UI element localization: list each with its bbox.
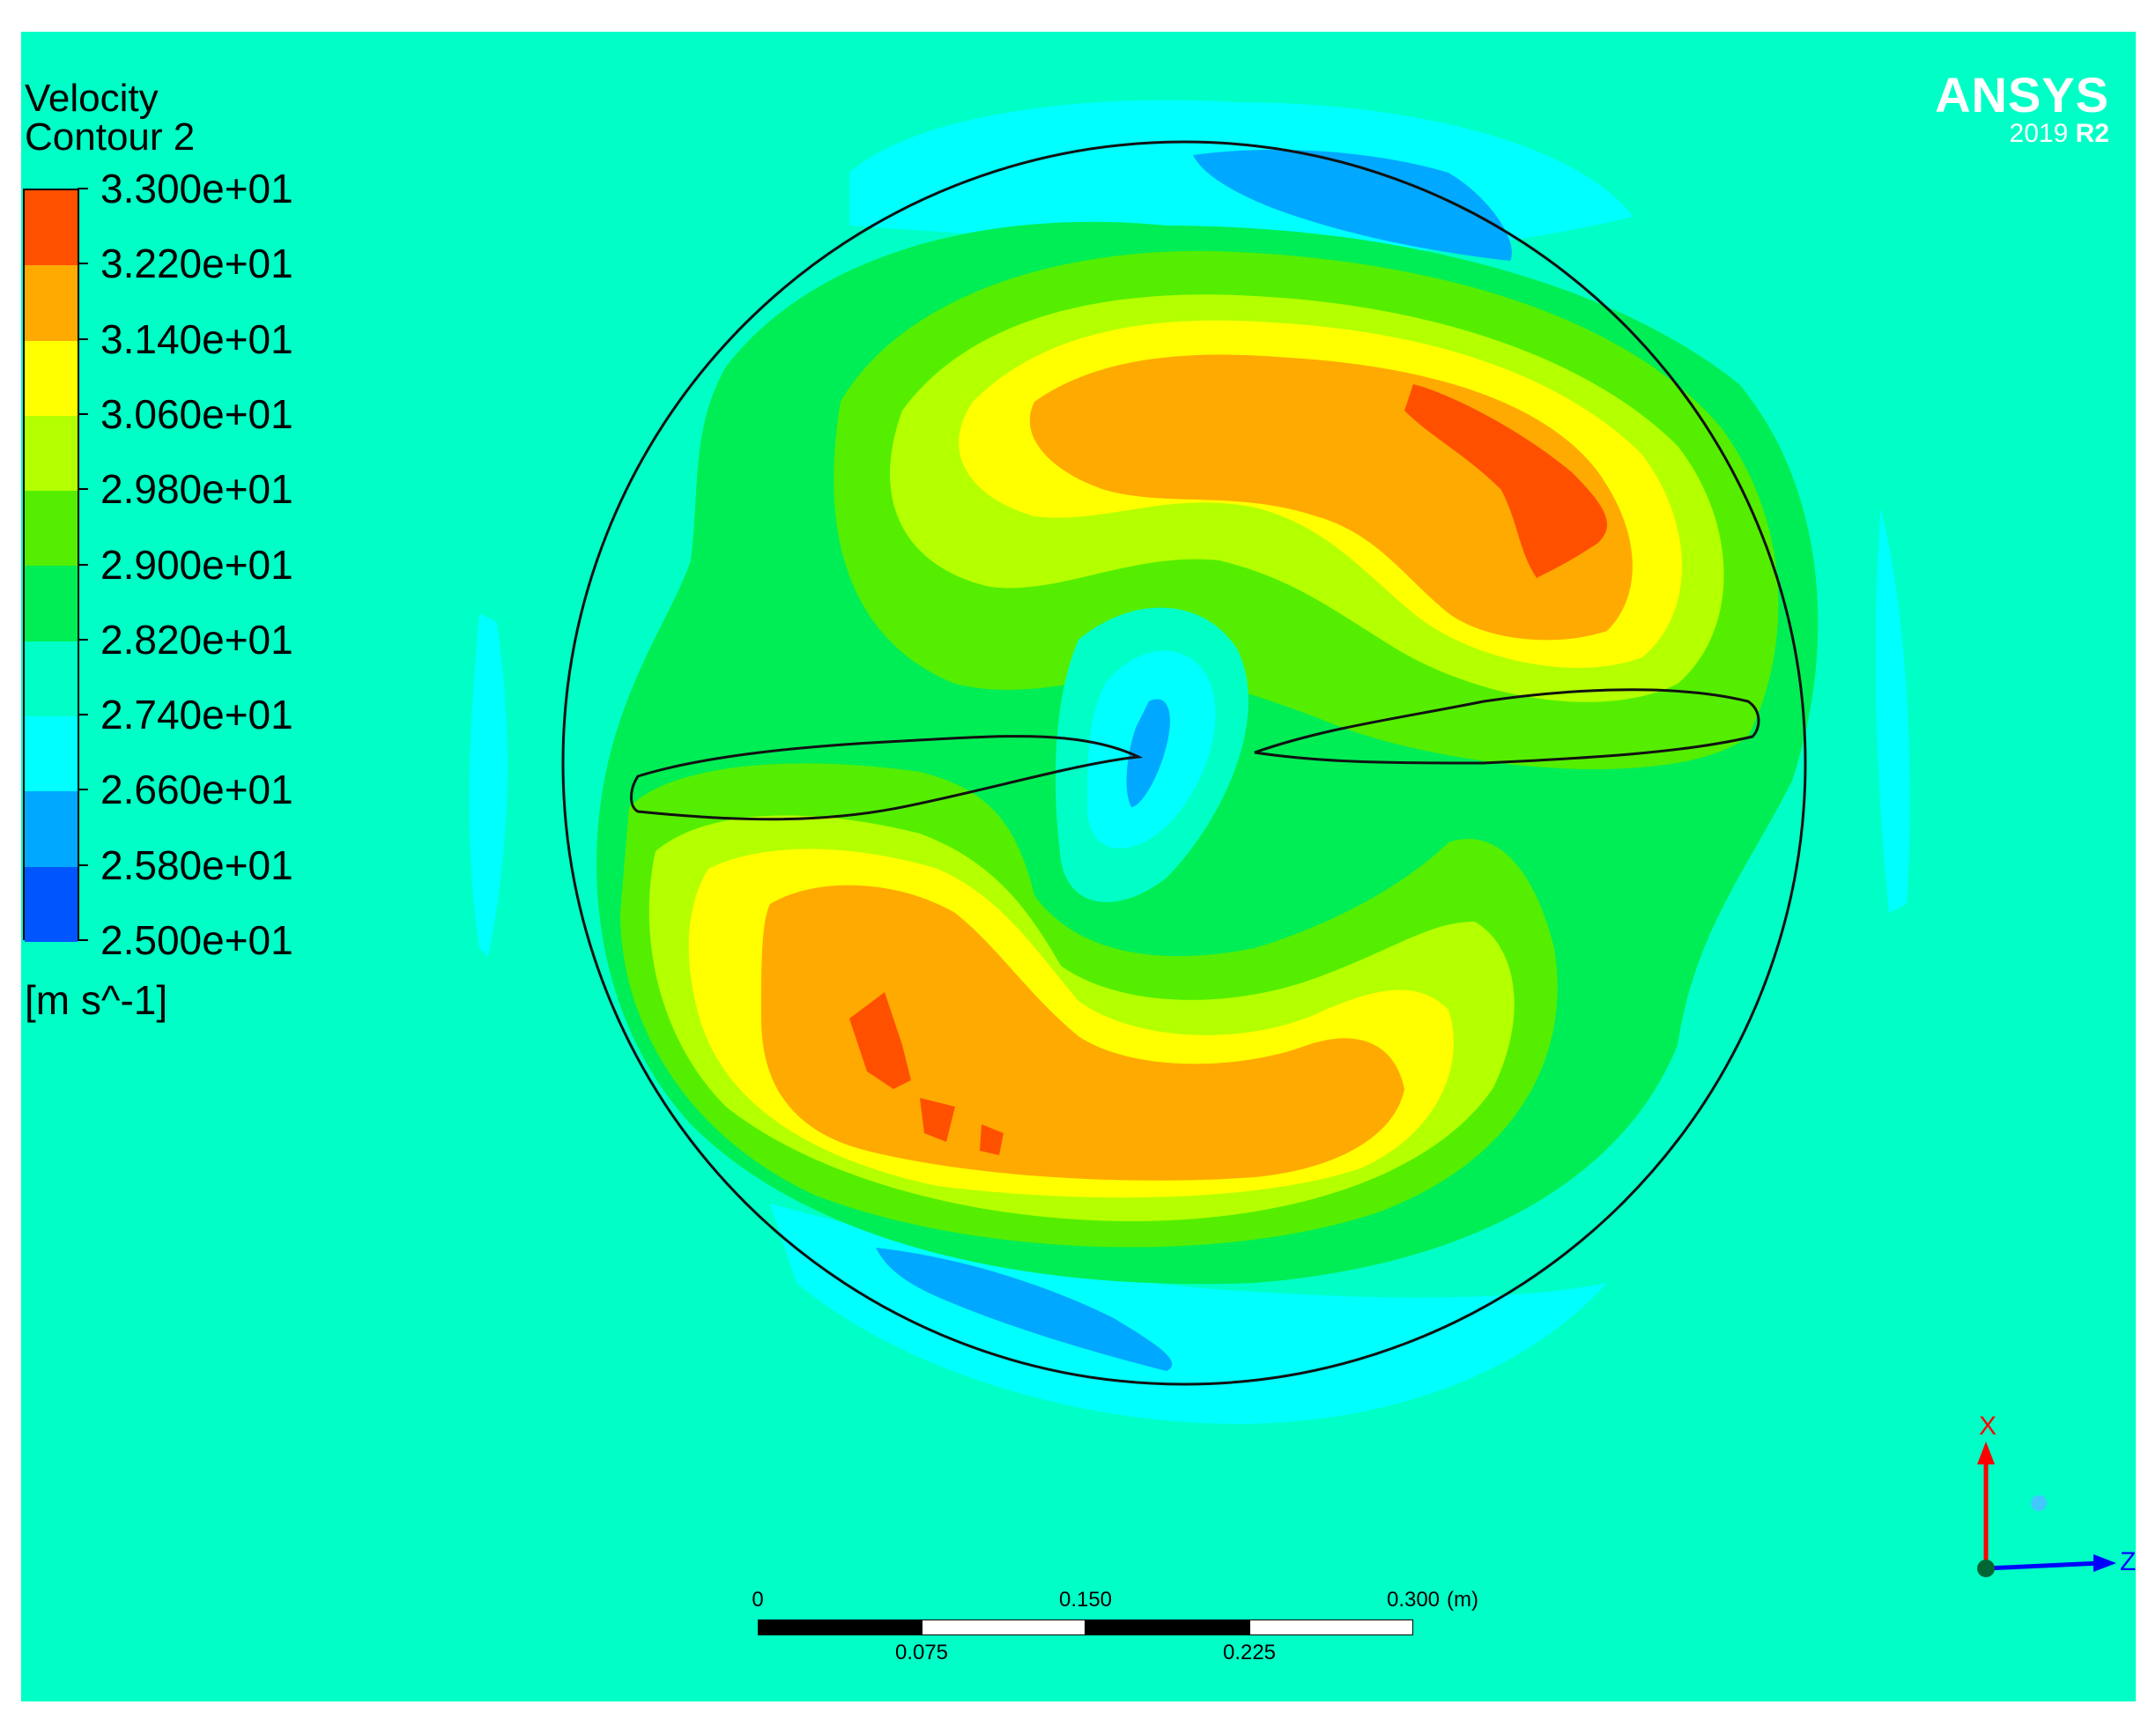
legend-tick-label: 3.300e+01 xyxy=(100,166,293,211)
legend-tick-mark xyxy=(78,789,88,791)
scale-label-0225: 0.225 xyxy=(1222,1641,1277,1664)
center-blue-region xyxy=(1126,699,1170,807)
legend-band-7 xyxy=(25,716,78,792)
legend-tick-mark xyxy=(78,188,88,189)
scale-label-0300: 0.300 xyxy=(1386,1588,1441,1612)
ansys-release: R2 xyxy=(2075,119,2109,148)
cyan-region-right xyxy=(1875,508,1910,913)
legend-band-6 xyxy=(25,641,78,717)
scale-bar: 0 0.150 0.300 (m) 0.075 0.225 xyxy=(752,1588,1478,1664)
contour-viewport[interactable]: Velocity Contour 2 3.300e+01 3.220e+01 3.1… xyxy=(21,32,2136,1701)
z-axis-arrow xyxy=(1985,1560,2101,1571)
x-axis-arrowhead xyxy=(1977,1442,1995,1464)
scale-label-0: 0 xyxy=(752,1588,764,1612)
scale-segment-4 xyxy=(1249,1620,1413,1635)
legend-tick-label: 3.060e+01 xyxy=(100,390,293,437)
legend-tick-label: 2.820e+01 xyxy=(100,616,293,663)
velocity-contour-plot xyxy=(469,100,1910,1424)
legend-tick-mark xyxy=(78,563,88,566)
legend-band-3 xyxy=(25,415,78,492)
blade-right-outline xyxy=(1254,688,1760,765)
legend-band-5 xyxy=(25,566,78,641)
blue-region-bottom xyxy=(876,1248,1173,1371)
axes-triad[interactable]: X Z xyxy=(1924,1406,2136,1600)
scale-segment-1 xyxy=(758,1620,922,1635)
legend-unit-label: [m s^-1] xyxy=(25,977,168,1023)
legend-tick-label: 2.740e+01 xyxy=(100,692,293,738)
legend-tick-mark xyxy=(78,488,88,491)
legend-tick-label: 3.140e+01 xyxy=(100,315,293,362)
legend-tick-label: 2.980e+01 xyxy=(100,466,293,513)
x-axis-label: X xyxy=(1979,1412,1997,1441)
legend-band-4 xyxy=(25,491,78,567)
legend-title-contour: Contour 2 xyxy=(25,115,196,159)
red-region-bottom-3 xyxy=(980,1124,1004,1155)
z-axis-label: Z xyxy=(2120,1547,2136,1576)
cyan-region-left xyxy=(469,613,508,957)
legend-tick-mark xyxy=(78,337,88,340)
legend-tick-label: 2.500e+01 xyxy=(100,917,293,963)
origin-marker xyxy=(1977,1560,1995,1577)
legend-tick-mark xyxy=(78,263,88,265)
ansys-logo: ANSYS 2019 R2 xyxy=(1935,70,2109,148)
legend-band-1 xyxy=(25,265,78,341)
z-axis-arrowhead xyxy=(2093,1554,2116,1572)
ansys-brand-name: ANSYS xyxy=(1935,67,2109,122)
legend-band-0 xyxy=(25,190,78,266)
legend-band-2 xyxy=(25,340,78,416)
legend-tick-mark xyxy=(78,412,88,415)
red-region-bottom-1 xyxy=(849,992,911,1089)
legend-band-8 xyxy=(25,791,78,867)
red-region-top xyxy=(1404,384,1607,578)
scale-unit-label: (m) xyxy=(1447,1588,1478,1612)
legend-tick-mark xyxy=(78,939,88,941)
red-region-bottom-2 xyxy=(920,1098,955,1142)
legend-tick-label: 2.900e+01 xyxy=(100,541,293,588)
color-legend-bar xyxy=(23,189,79,942)
ansys-version-year: 2019 xyxy=(2009,119,2069,148)
blade-left-outline xyxy=(630,735,1144,821)
view-direction-marker xyxy=(2031,1495,2047,1511)
legend-tick-label: 2.660e+01 xyxy=(100,767,293,813)
legend-tick-label: 2.580e+01 xyxy=(100,841,293,888)
legend-tick-mark xyxy=(78,714,88,716)
scale-segment-2 xyxy=(922,1620,1085,1635)
legend-tick-mark xyxy=(78,638,88,641)
legend-title-variable: Velocity xyxy=(25,77,159,120)
ansys-version: 2019 R2 xyxy=(1935,120,2109,148)
scale-label-0150: 0.150 xyxy=(1058,1588,1113,1612)
legend-tick-mark xyxy=(78,864,88,866)
blue-region-top xyxy=(1193,150,1512,261)
domain-boundary-circle xyxy=(561,140,1807,1386)
scale-segment-3 xyxy=(1085,1620,1249,1635)
legend-tick-label: 3.220e+01 xyxy=(100,241,293,287)
scale-label-0075: 0.075 xyxy=(894,1641,949,1664)
legend-band-9 xyxy=(25,866,78,942)
